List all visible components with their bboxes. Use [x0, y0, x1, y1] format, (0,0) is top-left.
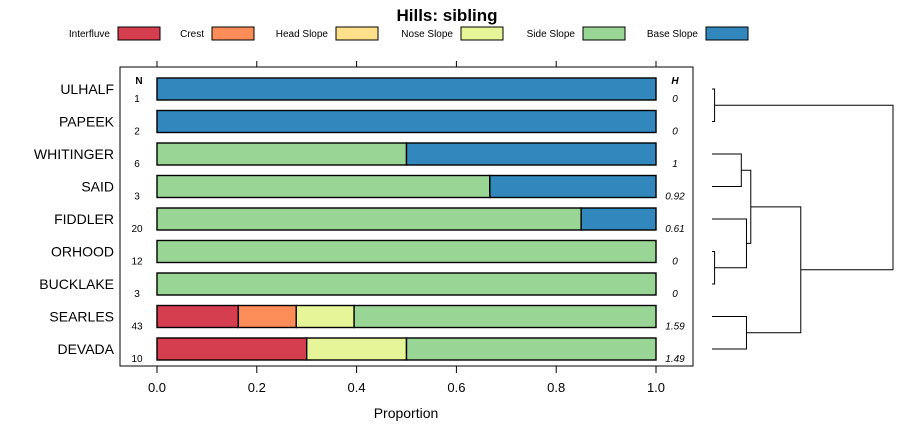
bar-devada-side-slope [405, 337, 657, 361]
n-value-devada: 10 [131, 354, 143, 365]
x-tick-label-0-4: 0.4 [348, 380, 366, 395]
n-value-fiddler: 20 [131, 224, 143, 235]
bar-orhood-side-slope [156, 239, 657, 264]
bar-fiddler-base-slope [580, 207, 657, 231]
stacked-bars [156, 77, 657, 361]
dendrogram-link-3 [712, 218, 747, 269]
h-value-devada: 1.49 [665, 354, 685, 365]
legend-label-nose-slope: Nose Slope [401, 29, 453, 40]
row-label-orhood: ORHOOD [51, 244, 114, 260]
n-column-header: N [135, 76, 142, 87]
bar-devada-nose-slope [306, 337, 408, 361]
h-value-papeek: 0 [672, 127, 678, 138]
x-tick-label-0: 0.0 [148, 380, 166, 395]
h-value-said: 0.92 [665, 192, 685, 203]
dendrogram-link-2 [712, 153, 742, 187]
dendrogram-link-0 [712, 88, 716, 122]
dendrogram-link-7 [714, 104, 894, 271]
x-axis: 0.0 0.2 0.4 0.6 0.8 1.0 [148, 366, 665, 395]
bar-devada-interfluve [156, 337, 308, 361]
bar-said-side-slope [156, 174, 491, 199]
chart-title: Hills: sibling [396, 6, 497, 25]
legend-swatch-side-slope [582, 26, 626, 41]
legend-swatch-crest [211, 26, 255, 41]
n-value-orhood: 12 [131, 257, 143, 268]
x-tick-label-0-2: 0.2 [248, 380, 266, 395]
row-label-said: SAID [81, 179, 114, 195]
legend-swatch-base-slope [705, 26, 749, 41]
dendrogram [712, 88, 894, 350]
row-label-devada: DEVADA [57, 341, 114, 357]
h-value-fiddler: 0.61 [665, 224, 684, 235]
bar-searles-nose-slope [295, 304, 355, 329]
bar-ulhalf-base-slope [156, 77, 657, 101]
bar-bucklake-side-slope [156, 272, 657, 296]
legend-label-crest: Crest [180, 29, 204, 40]
bar-fiddler-side-slope [156, 207, 582, 231]
legend-swatch-head-slope [335, 26, 379, 41]
h-value-ulhalf: 0 [672, 94, 678, 105]
plot-frame [119, 66, 694, 367]
row-labels: ULHALF PAPEEK WHITINGER SAID FIDDLER ORHOOD BU… [34, 81, 115, 357]
bar-searles-interfluve [156, 304, 240, 329]
h-column-header: H [671, 76, 679, 87]
n-value-searles: 43 [131, 322, 143, 333]
bar-searles-crest [237, 304, 297, 329]
h-value-bucklake: 0 [672, 289, 678, 300]
legend-swatch-interfluve [117, 26, 161, 41]
h-value-whitinger: 1 [672, 159, 678, 170]
legend-label-head-slope: Head Slope [276, 29, 329, 40]
bar-whitinger-side-slope [156, 142, 408, 166]
h-value-searles: 1.59 [665, 322, 685, 333]
n-value-ulhalf: 1 [134, 94, 140, 105]
x-tick-label-0-8: 0.8 [547, 380, 565, 395]
row-label-whitinger: WHITINGER [34, 146, 114, 162]
row-label-bucklake: BUCKLAKE [39, 276, 114, 292]
x-tick-label-0-6: 0.6 [447, 380, 465, 395]
h-values: 0 0 1 0.92 0.61 0 0 1.59 1.49 [665, 94, 685, 365]
dendrogram-link-4 [712, 316, 747, 350]
row-label-fiddler: FIDDLER [54, 211, 114, 227]
h-value-orhood: 0 [672, 257, 678, 268]
dendrogram-link-1 [712, 251, 716, 285]
bar-searles-side-slope [353, 304, 657, 329]
legend-swatch-nose-slope [460, 26, 504, 41]
legend-label-side-slope: Side Slope [527, 29, 576, 40]
x-tick-label-1: 1.0 [647, 380, 665, 395]
dendrogram-link-6 [746, 206, 802, 334]
top-axis-ticks [156, 61, 657, 67]
n-value-said: 3 [134, 192, 140, 203]
legend-label-interfluve: Interfluve [69, 29, 111, 40]
bar-papeek-base-slope [156, 109, 657, 134]
n-value-bucklake: 3 [134, 289, 140, 300]
bar-whitinger-base-slope [405, 142, 657, 166]
row-label-papeek: PAPEEK [59, 114, 115, 130]
legend: Interfluve Crest Head Slope Nose Slope Side … [69, 26, 749, 41]
legend-label-base-slope: Base Slope [647, 29, 699, 40]
x-axis-title: Proportion [374, 405, 439, 421]
row-label-ulhalf: ULHALF [60, 81, 114, 97]
bar-said-base-slope [489, 174, 657, 199]
n-value-papeek: 2 [134, 127, 140, 138]
row-label-searles: SEARLES [49, 309, 114, 325]
n-value-whitinger: 6 [134, 159, 140, 170]
